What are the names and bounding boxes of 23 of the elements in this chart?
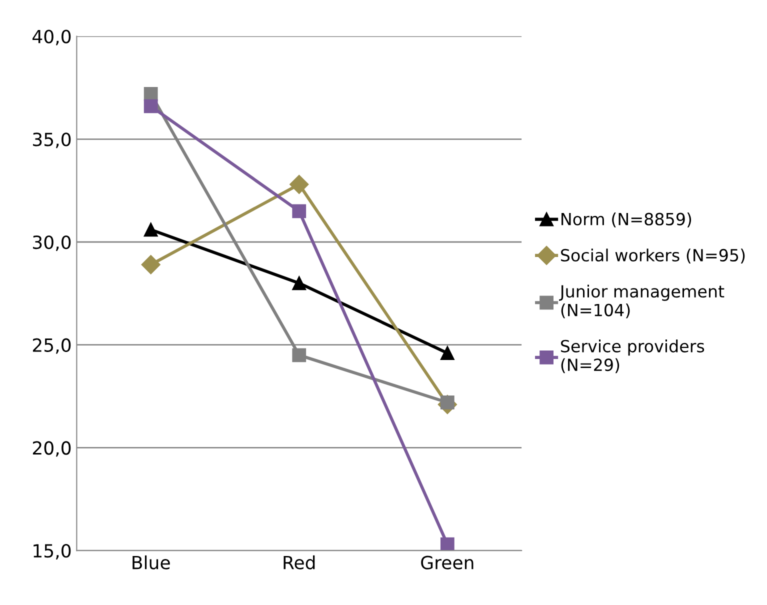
y-tick-label: 30,0 <box>33 235 71 251</box>
legend-label: Social workers (N=95) <box>560 248 745 264</box>
legend-label: Norm (N=8859) <box>562 212 692 228</box>
point <box>292 276 306 290</box>
point <box>141 255 160 274</box>
x-tick-label: Red <box>284 555 315 570</box>
y-tick-label: 40,0 <box>32 30 71 46</box>
y-tick-label: 25,0 <box>32 338 71 354</box>
point <box>290 174 309 194</box>
point <box>440 537 454 551</box>
point <box>292 348 306 362</box>
y-tick-label: 35,0 <box>33 132 71 148</box>
point <box>144 86 158 101</box>
x-tick-label: Blue <box>132 555 170 570</box>
point <box>144 222 158 237</box>
x-tick-label: Green <box>421 556 474 570</box>
legend-label: Service providers (N=29) <box>560 340 704 374</box>
legend-label: Junior management (N=104) <box>559 284 724 318</box>
y-tick-label: 20,0 <box>32 441 71 457</box>
y-tick-label: 15,0 <box>34 544 71 560</box>
point <box>144 99 158 114</box>
point <box>440 346 454 360</box>
point <box>292 204 306 218</box>
